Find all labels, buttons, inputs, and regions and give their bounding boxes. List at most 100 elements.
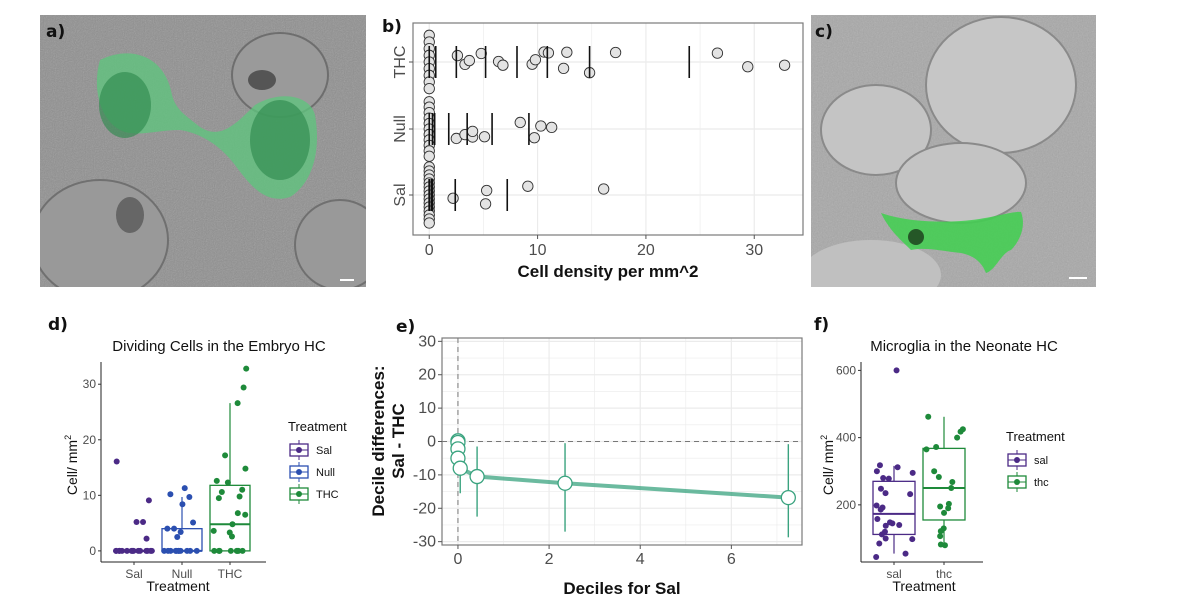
data-point	[218, 489, 225, 495]
decile-point	[557, 475, 573, 491]
data-point	[229, 521, 236, 528]
nucleus-1	[99, 72, 151, 138]
data-point	[546, 121, 558, 134]
decile-difference-line	[455, 440, 789, 500]
data-point	[143, 535, 150, 542]
data-point	[933, 444, 940, 451]
data-point	[227, 547, 234, 554]
micrograph-c-image: c)	[811, 15, 1096, 287]
data-point	[907, 491, 914, 498]
data-point	[236, 493, 243, 500]
data-point	[894, 464, 901, 471]
data-point	[210, 527, 217, 534]
data-point	[957, 428, 964, 435]
legend-title: Treatment	[1006, 429, 1065, 444]
data-point	[145, 497, 152, 504]
y-tick-label: 10	[83, 488, 97, 502]
panel-label-d: d)	[48, 315, 68, 335]
data-point	[479, 198, 492, 210]
data-point	[239, 547, 246, 554]
y-tick-label: 600	[836, 363, 856, 377]
data-point	[143, 547, 150, 554]
x-axis-title: Treatment	[146, 578, 209, 594]
panel-a-micrograph: a)	[40, 15, 366, 287]
legend-key-point	[296, 447, 302, 453]
legend-key-point	[1014, 479, 1020, 485]
data-point	[873, 502, 880, 509]
data-point	[880, 474, 887, 481]
data-point	[909, 469, 916, 476]
x-tick-label: Null	[172, 567, 193, 581]
data-point	[598, 183, 610, 195]
nucleus-2	[250, 100, 310, 180]
data-point	[528, 132, 540, 144]
data-point	[935, 473, 942, 480]
legend-label: sal	[1034, 455, 1048, 467]
data-point	[497, 59, 509, 71]
data-point	[423, 83, 435, 95]
data-point	[874, 515, 881, 522]
decile-point	[469, 468, 485, 485]
y-tick-label: THC	[392, 46, 409, 79]
panel-label-c: c)	[815, 22, 833, 42]
data-point	[177, 529, 184, 535]
panel-label-e: e)	[396, 317, 415, 337]
data-point	[463, 54, 475, 67]
data-point	[878, 531, 885, 538]
box	[872, 480, 916, 536]
data-point	[140, 519, 147, 525]
data-point	[186, 494, 193, 500]
data-point	[239, 486, 246, 493]
data-point	[941, 509, 948, 516]
x-axis-title: Deciles for Sal	[563, 579, 680, 598]
data-point	[213, 477, 220, 484]
box	[209, 484, 251, 552]
y-tick-label: Sal	[392, 183, 409, 206]
x-tick-label: 0	[425, 242, 434, 259]
data-point	[535, 120, 547, 132]
data-point	[876, 462, 883, 469]
x-tick-label: THC	[218, 567, 243, 581]
y-tick-label: 30	[83, 377, 97, 391]
data-point	[882, 490, 889, 497]
scale-bar	[1069, 277, 1087, 279]
data-point	[529, 54, 542, 66]
data-point	[215, 495, 222, 502]
y-tick-label: 400	[836, 431, 856, 445]
data-point	[948, 485, 955, 492]
decile-point	[780, 489, 796, 506]
data-point	[164, 525, 171, 532]
data-point	[234, 400, 241, 407]
x-axis-title: Cell density per mm^2	[518, 262, 699, 281]
data-point	[902, 550, 909, 557]
data-point	[224, 479, 231, 486]
x-tick-label: 4	[636, 551, 645, 568]
data-point	[235, 547, 242, 554]
decile-point	[452, 460, 468, 476]
data-point	[481, 184, 493, 197]
legend-label: Sal	[316, 445, 332, 457]
y-axis-title-line2: Sal - THC	[389, 403, 408, 479]
data-point	[561, 46, 573, 58]
data-point	[909, 536, 916, 543]
data-point	[447, 192, 459, 204]
x-tick-label: 6	[727, 551, 736, 568]
data-point	[165, 547, 172, 554]
chart-b: b) 0 10 20 30 Sal Null THC Cell density per mm…	[382, 17, 804, 281]
data-point	[167, 491, 174, 498]
y-tick-label: -10	[413, 467, 436, 484]
y-tick-label: 30	[418, 333, 436, 350]
data-point	[113, 458, 120, 465]
data-point	[877, 485, 884, 492]
box	[922, 447, 966, 521]
data-point	[123, 547, 130, 554]
data-point	[423, 217, 435, 229]
data-point	[240, 384, 247, 391]
data-point	[873, 468, 880, 475]
y-tick-label: 20	[83, 433, 97, 447]
data-point	[113, 547, 120, 554]
panel-label-b: b)	[382, 17, 402, 37]
data-point	[222, 452, 229, 459]
data-point	[877, 506, 884, 513]
